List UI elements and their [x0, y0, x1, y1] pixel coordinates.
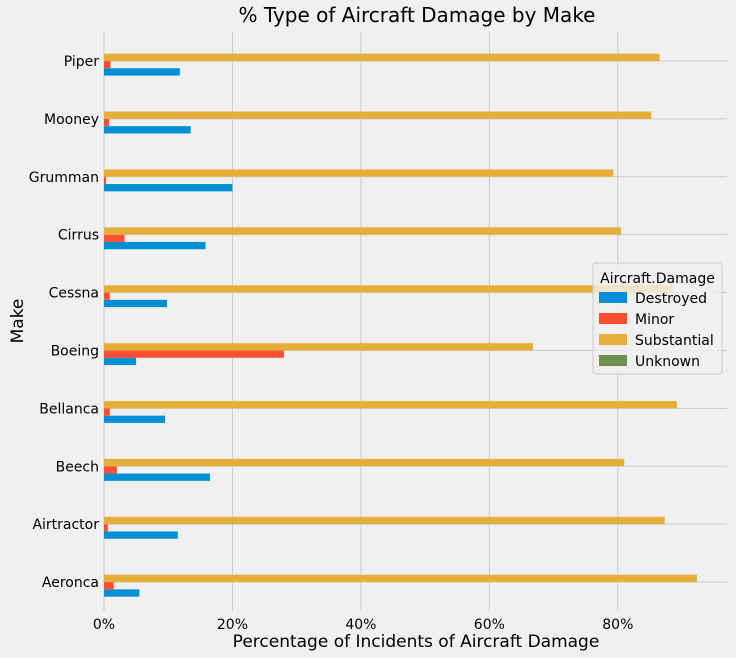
- legend: Aircraft.Damage Destroyed Minor Substantial…: [592, 262, 723, 375]
- legend-label-substantial: Substantial: [635, 333, 714, 349]
- legend-swatch-minor: [599, 313, 627, 324]
- bar-destroyed-grumman: [104, 184, 233, 192]
- bar-destroyed-beech: [104, 473, 210, 481]
- legend-label-minor: Minor: [635, 312, 674, 328]
- legend-swatch-substantial: [599, 334, 627, 345]
- bar-minor-bellanca: [104, 408, 110, 416]
- x-axis-label: Percentage of Incidents of Aircraft Dama…: [233, 632, 600, 652]
- y-tick-label: Cirrus: [58, 228, 99, 244]
- bar-substantial-mooney: [104, 111, 652, 119]
- bar-substantial-boeing: [104, 343, 534, 351]
- legend-label-unknown: Unknown: [635, 354, 700, 370]
- chart-title: % Type of Aircraft Damage by Make: [238, 3, 595, 27]
- legend-title: Aircraft.Damage: [600, 271, 715, 287]
- y-tick-label: Grumman: [29, 170, 99, 186]
- bar-substantial-bellanca: [104, 401, 677, 409]
- bar-destroyed-aeronca: [104, 589, 140, 597]
- bar-minor-beech: [104, 466, 117, 474]
- legend-label-destroyed: Destroyed: [635, 291, 707, 307]
- y-tick-label: Beech: [56, 459, 99, 475]
- y-tick-label: Piper: [64, 54, 100, 70]
- bar-substantial-grumman: [104, 169, 614, 177]
- bar-minor-mooney: [104, 118, 110, 127]
- bar-minor-cirrus: [104, 234, 125, 242]
- y-tick-label: Airtractor: [32, 517, 99, 533]
- y-axis-ticks: Aeronca Airtractor Beech Bellanca Boeing Cess…: [29, 54, 99, 591]
- y-tick-label: Aeronca: [42, 575, 99, 591]
- y-tick-label: Mooney: [44, 112, 99, 128]
- bar-destroyed-bellanca: [104, 415, 166, 423]
- y-tick-label: Bellanca: [39, 401, 99, 417]
- x-tick-label: 80%: [602, 617, 633, 633]
- bar-substantial-cessna: [104, 285, 673, 293]
- bar-destroyed-mooney: [104, 126, 191, 134]
- y-tick-label: Boeing: [51, 343, 99, 359]
- legend-swatch-destroyed: [599, 292, 627, 303]
- bar-substantial-airtractor: [104, 516, 665, 525]
- bar-destroyed-cirrus: [104, 241, 206, 250]
- x-axis-ticks: 0% 20% 40% 60% 80%: [93, 617, 633, 633]
- y-axis-label: Make: [8, 299, 28, 344]
- bar-minor-aeronca: [104, 582, 114, 590]
- bar-destroyed-cessna: [104, 299, 167, 308]
- x-tick-label: 20%: [217, 617, 248, 633]
- bar-minor-piper: [104, 60, 111, 69]
- legend-box: [592, 262, 723, 375]
- bar-destroyed-airtractor: [104, 531, 178, 539]
- bar-substantial-piper: [104, 53, 660, 61]
- bar-destroyed-boeing: [104, 357, 137, 366]
- bar-substantial-aeronca: [104, 574, 697, 583]
- x-tick-label: 60%: [474, 617, 505, 633]
- x-tick-label: 0%: [93, 617, 115, 633]
- bar-substantial-cirrus: [104, 227, 622, 235]
- bar-minor-cessna: [104, 292, 110, 300]
- y-tick-label: Cessna: [49, 286, 99, 302]
- bar-minor-grumman: [104, 176, 106, 185]
- bar-destroyed-piper: [104, 68, 180, 76]
- bar-substantial-beech: [104, 458, 625, 467]
- bar-minor-airtractor: [104, 524, 108, 532]
- x-tick-label: 40%: [345, 617, 376, 633]
- bar-minor-boeing: [104, 350, 284, 358]
- bars: [104, 53, 697, 597]
- legend-swatch-unknown: [599, 355, 627, 366]
